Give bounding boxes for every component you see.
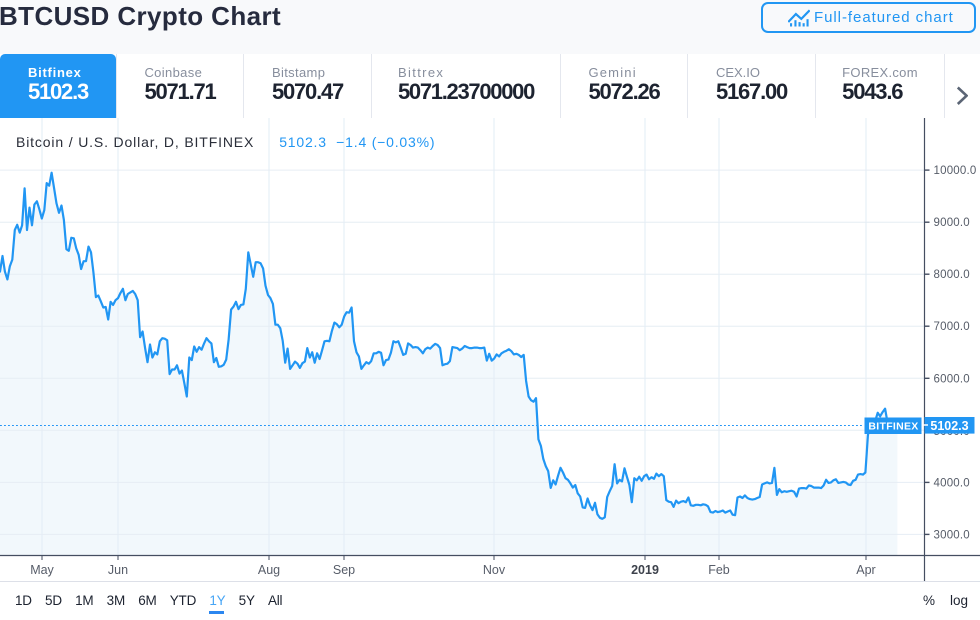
svg-text:6000.0: 6000.0 (934, 373, 970, 385)
svg-text:7000.0: 7000.0 (934, 321, 970, 333)
svg-text:Aug: Aug (258, 563, 280, 577)
svg-text:4000.0: 4000.0 (934, 477, 970, 489)
svg-text:3000.0: 3000.0 (934, 529, 970, 541)
svg-text:Nov: Nov (483, 563, 506, 577)
svg-text:May: May (30, 563, 54, 577)
svg-text:Feb: Feb (708, 563, 730, 577)
svg-text:2019: 2019 (631, 563, 659, 577)
svg-text:8000.0: 8000.0 (934, 269, 970, 281)
svg-text:5102.3: 5102.3 (930, 419, 968, 433)
svg-text:Sep: Sep (333, 563, 355, 577)
svg-text:BITFINEX: BITFINEX (868, 421, 918, 433)
svg-text:Jun: Jun (108, 563, 128, 577)
svg-text:10000.0: 10000.0 (934, 165, 977, 177)
svg-text:Apr: Apr (856, 563, 875, 577)
svg-text:9000.0: 9000.0 (934, 217, 970, 229)
